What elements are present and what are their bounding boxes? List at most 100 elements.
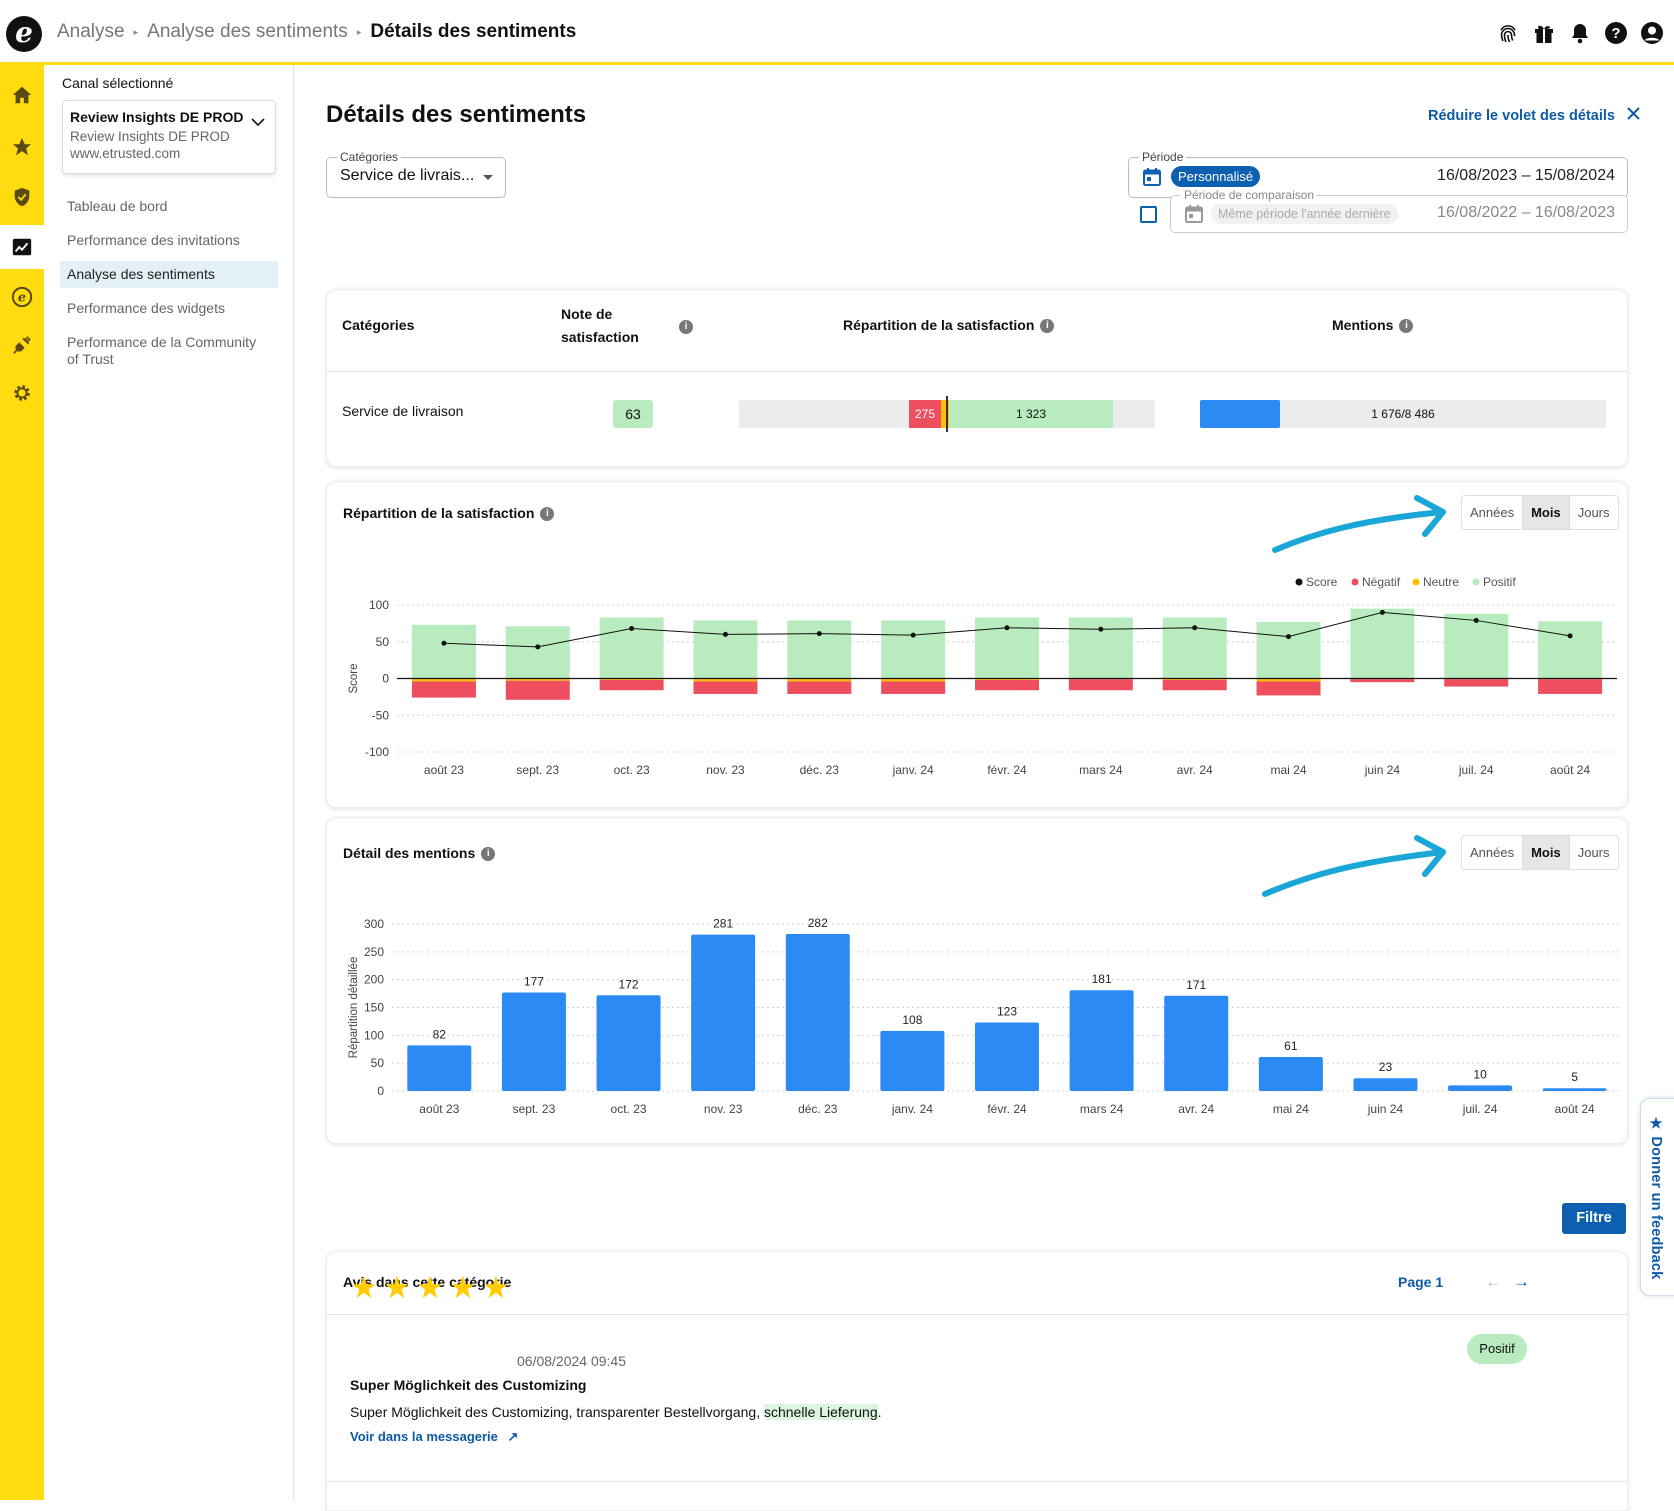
mentions-value: 1 676/8 486 (1371, 407, 1435, 421)
next-page-icon[interactable]: → (1513, 1272, 1530, 1291)
sidebar-item-widgets[interactable]: Performance des widgets (67, 300, 225, 316)
comparison-period-picker[interactable]: Période de comparaison Même période l'an… (1170, 188, 1628, 233)
info-icon[interactable]: i (481, 847, 496, 862)
toggle-years[interactable]: Années (1462, 836, 1524, 869)
score-point (816, 631, 822, 637)
breadcrumb-item-analyse[interactable]: Analyse (57, 21, 125, 42)
review-date: 06/08/2024 09:45 (517, 1353, 626, 1369)
mention-bar (596, 995, 661, 1091)
info-icon[interactable]: i (1399, 319, 1414, 334)
sidebar-item-sentiment[interactable]: Analyse des sentiments (60, 261, 278, 288)
zero-marker (946, 396, 948, 432)
positive-bar (411, 624, 476, 679)
star-icon[interactable] (0, 125, 44, 169)
y-axis-label: Score (348, 663, 360, 693)
breadcrumb-separator: ▸ (133, 26, 139, 37)
mentions-bar: 1 676/8 486 (1200, 400, 1606, 428)
plug-icon[interactable] (0, 323, 44, 367)
score-point (535, 644, 541, 650)
open-in-inbox-link[interactable]: Voir dans la messagerie ↗ (350, 1429, 518, 1445)
categories-label: Catégories (337, 150, 402, 164)
bar-value-label: 281 (713, 917, 733, 931)
x-tick-label: nov. 23 (706, 763, 745, 777)
rating-star-icon: ★ (482, 1270, 510, 1305)
channel-selector[interactable]: Review Insights DE PROD Review Insights … (62, 100, 276, 174)
mention-bar (785, 934, 850, 1091)
channel-name: Review Insights DE PROD (70, 109, 244, 125)
channel-url: www.etrusted.com (70, 146, 181, 161)
bar-value-label: 82 (433, 1027, 447, 1041)
fingerprint-icon[interactable] (1496, 21, 1520, 45)
prev-page-icon[interactable]: ← (1485, 1272, 1502, 1291)
toggle-years[interactable]: Années (1462, 496, 1524, 529)
toggle-days[interactable]: Jours (1577, 505, 1610, 520)
feedback-tab[interactable] (1640, 1098, 1674, 1296)
svg-text:e: e (18, 291, 26, 306)
shield-icon[interactable] (0, 175, 44, 219)
bar-value-label: 181 (1092, 972, 1112, 986)
etrusted-icon[interactable]: e (0, 275, 44, 319)
toggle-months[interactable]: Mois (1523, 836, 1570, 869)
negative-bar (693, 681, 758, 694)
negative-bar (1538, 679, 1603, 694)
y-tick-label: 50 (371, 1056, 385, 1070)
review-text: Super Möglichkeit des Customizing, trans… (350, 1404, 882, 1420)
legend-marker (1472, 578, 1480, 586)
home-icon[interactable] (0, 73, 44, 117)
sidebar-item-community[interactable]: Performance de la Community of Trust (67, 334, 257, 367)
categories-select[interactable]: Catégories Service de livrais... (326, 150, 506, 198)
toggle-months[interactable]: Mois (1523, 496, 1570, 529)
info-icon[interactable]: i (1040, 319, 1055, 334)
x-tick-label: juil. 24 (1458, 763, 1494, 777)
positive-bar (881, 620, 946, 679)
breadcrumb-item-sentiment[interactable]: Analyse des sentiments (147, 21, 348, 42)
bar-value-label: 177 (524, 974, 544, 988)
sentiment-badge: Positif (1467, 1334, 1527, 1364)
y-tick-label: 100 (364, 1028, 384, 1042)
bar-value-label: 123 (997, 1005, 1017, 1019)
reduce-panel-link[interactable]: Réduire le volet des détails (1428, 107, 1640, 124)
x-tick-label: nov. 23 (704, 1102, 743, 1116)
bar-value-label: 171 (1186, 978, 1206, 992)
mention-bar (1258, 1057, 1323, 1091)
bar-value-label: 10 (1473, 1067, 1487, 1081)
x-tick-label: juil. 24 (1462, 1102, 1498, 1116)
sidebar-item-invitations[interactable]: Performance des invitations (67, 232, 240, 248)
x-tick-label: avr. 24 (1178, 1102, 1214, 1116)
gift-icon[interactable] (1532, 21, 1556, 45)
rating-star-icon: ★ (416, 1270, 444, 1305)
toggle-days[interactable]: Jours (1577, 845, 1610, 860)
bell-icon[interactable] (1568, 21, 1592, 45)
info-icon[interactable]: i (679, 320, 693, 334)
etrusted-logo[interactable]: e (6, 16, 42, 52)
bar-value-label: 5 (1571, 1070, 1578, 1084)
reviews-header: Avis dans cette catégorie (343, 1274, 512, 1290)
help-icon[interactable]: ? (1604, 21, 1628, 45)
mentions-chart-card: Détail des mentions i Années Mois Jours 3… (326, 817, 1628, 1144)
filter-button[interactable]: Filtre (1562, 1203, 1626, 1234)
negative-bar (1068, 679, 1133, 691)
user-icon[interactable] (1640, 21, 1664, 45)
y-tick-label: 0 (377, 1084, 384, 1098)
reviews-card: Avis dans cette catégorie Page 1 ← → Pos… (326, 1251, 1628, 1511)
col-header-mentions-label: Mentions (1332, 317, 1394, 333)
gear-icon[interactable] (0, 371, 44, 415)
y-axis-label: Répartition détaillée (348, 957, 360, 1059)
analytics-icon[interactable] (0, 225, 44, 269)
feedback-label[interactable]: ★ Donner un feedback (1648, 1116, 1664, 1280)
main-panel: Détails des sentiments Réduire le volet … (294, 65, 1674, 1511)
y-tick-label: 50 (376, 635, 390, 649)
negative-bar (881, 681, 946, 694)
x-tick-label: août 24 (1550, 763, 1590, 777)
mentions-chart-title: Détail des mentions i (343, 845, 496, 862)
comparison-checkbox[interactable] (1140, 206, 1157, 223)
x-tick-label: mai 24 (1271, 763, 1307, 777)
y-tick-label: -50 (372, 708, 390, 722)
info-icon[interactable]: i (540, 507, 555, 522)
review-highlight: schnelle Lieferung (763, 1404, 878, 1420)
negative-segment: 275 (909, 400, 941, 428)
close-icon[interactable] (1627, 107, 1640, 124)
legend-label: Score (1306, 575, 1338, 589)
sidebar-item-dashboard[interactable]: Tableau de bord (67, 198, 168, 214)
period-preset-badge[interactable]: Personnalisé (1171, 166, 1261, 187)
